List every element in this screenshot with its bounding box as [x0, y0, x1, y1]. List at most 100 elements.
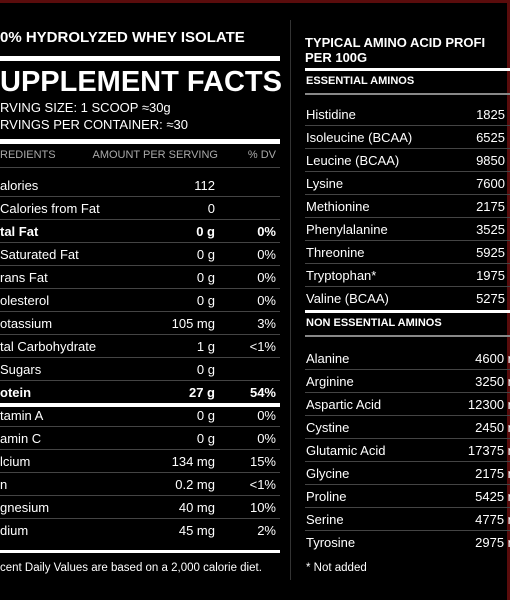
rule	[305, 217, 510, 218]
daily-value: 2%	[257, 523, 276, 538]
nutrient-name: otein	[0, 385, 32, 400]
rule	[305, 263, 510, 264]
amount: 0 g	[196, 224, 215, 239]
amino-amount: 2975 r	[475, 535, 510, 550]
right-border	[507, 0, 510, 600]
amount: 112	[194, 178, 215, 193]
amount: 134 mg	[171, 454, 215, 469]
servings-per-container: RVINGS PER CONTAINER: ≈30	[0, 117, 188, 132]
daily-value: <1%	[249, 477, 276, 492]
amount: 45 mg	[178, 523, 215, 538]
serving-size: RVING SIZE: 1 SCOOP ≈30g	[0, 100, 171, 115]
amino-name: Glycine	[306, 466, 350, 481]
rule-thick	[0, 403, 280, 407]
nutrient-name: Saturated Fat	[0, 247, 79, 262]
rule	[305, 148, 510, 149]
nutrient-name: amin C	[0, 431, 42, 446]
column-header: AMOUNT PER SERVING	[92, 149, 218, 161]
amino-title: PER 100G	[305, 50, 368, 65]
rule-thick	[305, 68, 510, 71]
daily-value: 0%	[257, 270, 276, 285]
rule	[0, 449, 280, 450]
rule	[305, 171, 510, 172]
amino-amount: 6525	[476, 130, 505, 145]
amino-amount: 4775 r	[475, 512, 510, 527]
rule	[0, 472, 280, 473]
column-header: REDIENTS	[0, 149, 56, 161]
nutrient-name: gnesium	[0, 500, 50, 515]
amino-name: Arginine	[306, 374, 354, 389]
rule	[0, 196, 280, 197]
amino-name: Threonine	[306, 245, 365, 260]
daily-value: 0%	[257, 293, 276, 308]
amino-amount: 2175	[476, 199, 505, 214]
nutrient-name: olesterol	[0, 293, 50, 308]
daily-value: 0%	[257, 247, 276, 262]
top-border	[0, 0, 510, 3]
amino-name: Aspartic Acid	[306, 397, 382, 412]
amino-amount: 9850	[476, 153, 505, 168]
rule	[0, 426, 280, 427]
nutrient-name: tal Fat	[0, 224, 39, 239]
amino-amount: 17375 r	[467, 443, 510, 458]
nutrient-name: rans Fat	[0, 270, 48, 285]
nutrient-name: n	[0, 477, 8, 492]
amount: 0 g	[196, 270, 215, 285]
rule	[0, 357, 280, 358]
amino-amount: 2175 r	[475, 466, 510, 481]
amino-name: Glutamic Acid	[306, 443, 386, 458]
divider	[290, 20, 291, 580]
amount: 0 g	[196, 408, 215, 423]
amino-name: Histidine	[306, 107, 356, 122]
daily-value: 3%	[257, 316, 276, 331]
amino-name: Tryptophan*	[306, 268, 377, 283]
rule	[0, 311, 280, 312]
amino-amount: 5425 r	[475, 489, 510, 504]
amino-amount: 7600	[476, 176, 505, 191]
daily-value: 0%	[257, 224, 276, 239]
daily-value: 0%	[257, 431, 276, 446]
nutrient-name: Sugars	[0, 362, 42, 377]
rule	[0, 495, 280, 496]
nutrient-name: Calories from Fat	[0, 201, 100, 216]
amino-amount: 4600 r	[475, 351, 510, 366]
product-title: 0% HYDROLYZED WHEY ISOLATE	[0, 29, 245, 46]
rule	[305, 194, 510, 195]
rule-thick	[0, 56, 280, 61]
nutrient-name: tal Carbohydrate	[0, 339, 97, 354]
rule-thick	[0, 139, 280, 144]
amino-name: Phenylalanine	[306, 222, 388, 237]
amount: 1 g	[196, 339, 215, 354]
amino-amount: 5925	[476, 245, 505, 260]
amount: 0 g	[196, 293, 215, 308]
amount: 0.2 mg	[175, 477, 215, 492]
amount: 0 g	[196, 247, 215, 262]
nutrient-name: lcium	[0, 454, 31, 469]
amount: 40 mg	[178, 500, 215, 515]
rule	[305, 335, 510, 337]
rule	[305, 484, 510, 485]
rule	[305, 369, 510, 370]
amino-name: Methionine	[306, 199, 370, 214]
nutrient-name: otassium	[0, 316, 53, 331]
amino-name: Tyrosine	[306, 535, 356, 550]
rule	[305, 392, 510, 393]
footnote: * Not added	[306, 562, 367, 574]
amino-name: Lysine	[306, 176, 344, 191]
section-heading: NON ESSENTIAL AMINOS	[306, 317, 442, 329]
rule	[305, 93, 510, 95]
rule	[305, 286, 510, 287]
amino-name: Leucine (BCAA)	[306, 153, 400, 168]
amino-amount: 2450 r	[475, 420, 510, 435]
rule	[0, 334, 280, 335]
column-header: % DV	[247, 149, 276, 161]
rule	[0, 380, 280, 381]
daily-value: 54%	[249, 385, 276, 400]
rule	[305, 438, 510, 439]
rule	[305, 240, 510, 241]
daily-value: 0%	[257, 408, 276, 423]
amount: 27 g	[188, 385, 215, 400]
rule	[0, 518, 280, 519]
amount: 0	[207, 201, 215, 216]
